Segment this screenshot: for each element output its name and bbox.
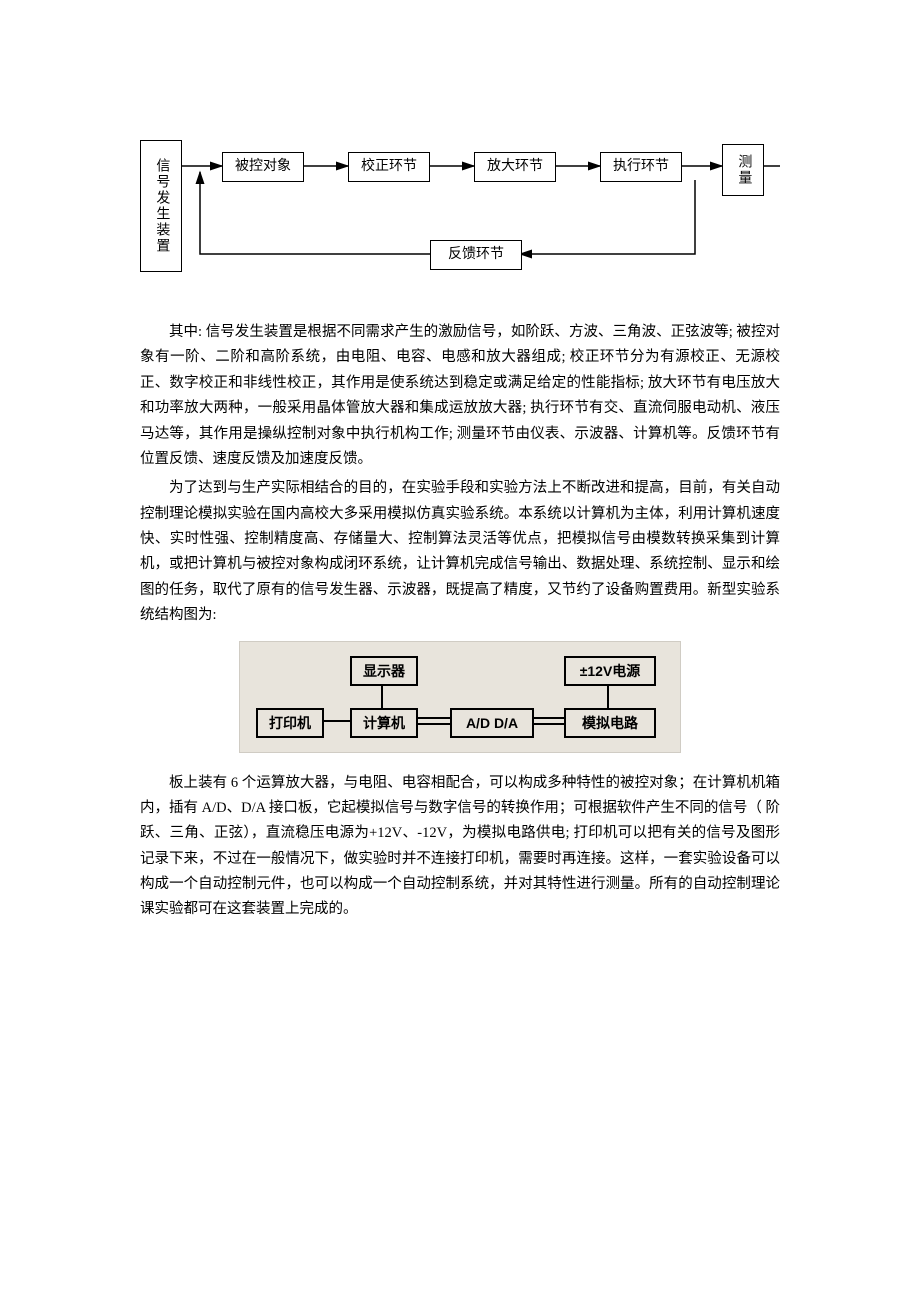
paragraph-1: 其中: 信号发生装置是根据不同需求产生的激励信号，如阶跃、方波、三角波、正弦波等… (140, 320, 780, 472)
d1-node-fb: 反馈环节 (430, 240, 522, 270)
experiment-system-diagram: 显示器 ±12V电源打印机计算机 A/D D/A 模拟电路 (239, 641, 681, 753)
d2-node-disp: 显示器 (350, 656, 418, 686)
d2-node-prn: 打印机 (256, 708, 324, 738)
d1-node-ctrl: 被控对象 (222, 152, 304, 182)
d1-node-corr: 校正环节 (348, 152, 430, 182)
paragraph-3: 板上装有 6 个运算放大器，与电阻、电容相配合，可以构成多种特性的被控对象；在计… (140, 771, 780, 923)
d1-node-meas: 测量 (722, 144, 764, 196)
d2-node-pwr: ±12V电源 (564, 656, 656, 686)
d1-node-amp: 放大环节 (474, 152, 556, 182)
experiment-system-diagram-wrap: 显示器 ±12V电源打印机计算机 A/D D/A 模拟电路 (140, 641, 780, 753)
d2-node-sim: 模拟电路 (564, 708, 656, 738)
d1-node-exec: 执行环节 (600, 152, 682, 182)
d2-node-pc: 计算机 (350, 708, 418, 738)
d1-node-sig: 信号发生装置 (140, 140, 182, 272)
d2-node-adda: A/D D/A (450, 708, 534, 738)
control-system-diagram: 信号发生装置 被控对象 校正环节 放大环节 执行环节 测量反馈环节 (140, 140, 780, 290)
paragraph-2: 为了达到与生产实际相结合的目的，在实验手段和实验方法上不断改进和提高，目前，有关… (140, 476, 780, 628)
